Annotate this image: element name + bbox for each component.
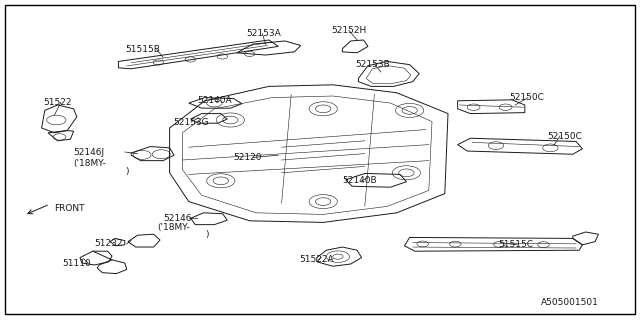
Text: ): ) (125, 167, 128, 176)
Text: 52152H: 52152H (332, 26, 367, 35)
Text: ): ) (205, 230, 208, 239)
Text: ('18MY-: ('18MY- (74, 159, 106, 168)
Text: 51522: 51522 (44, 98, 72, 107)
Text: 52140A: 52140A (197, 96, 232, 105)
Text: FRONT: FRONT (54, 204, 85, 212)
Text: 52153A: 52153A (246, 29, 281, 38)
Text: 52140B: 52140B (342, 176, 377, 185)
Text: 52153G: 52153G (173, 118, 209, 127)
Text: 52153B: 52153B (355, 60, 390, 68)
Text: 51110: 51110 (63, 259, 92, 268)
Text: 51232: 51232 (95, 239, 124, 248)
Text: 51515C: 51515C (498, 240, 533, 249)
Text: 51522A: 51522A (300, 255, 334, 264)
Text: 52120: 52120 (234, 153, 262, 162)
Text: ('18MY-: ('18MY- (157, 223, 189, 232)
Text: 52146J: 52146J (74, 148, 105, 156)
Text: 51515B: 51515B (125, 45, 159, 54)
Text: A505001501: A505001501 (541, 298, 598, 307)
Text: 52150C: 52150C (547, 132, 582, 140)
Text: 52146: 52146 (163, 214, 192, 223)
Text: 52150C: 52150C (509, 93, 543, 102)
